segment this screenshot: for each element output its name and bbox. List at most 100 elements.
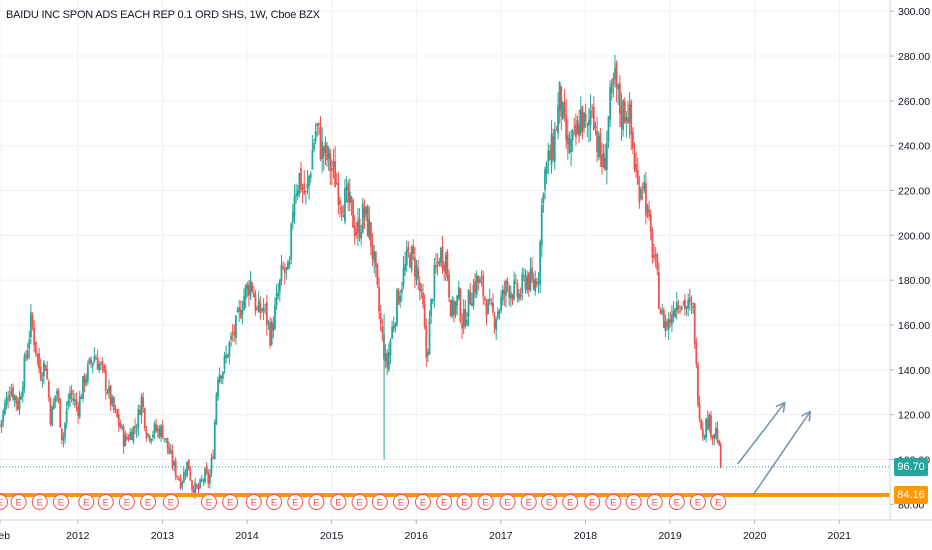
- candle-body: [602, 153, 605, 168]
- candle-body: [104, 369, 107, 391]
- candle-body: [220, 376, 223, 379]
- candle-body: [112, 396, 115, 411]
- candle-body: [374, 251, 377, 267]
- candle-body: [304, 191, 307, 193]
- earnings-marker: [266, 494, 283, 510]
- candle-body: [609, 87, 612, 120]
- candle-body: [690, 303, 693, 305]
- candle-body: [317, 122, 320, 125]
- candle-body: [529, 269, 532, 291]
- candle-body: [415, 265, 418, 281]
- earnings-marker: [0, 494, 8, 510]
- candle-body: [282, 267, 284, 269]
- candle-body: [500, 297, 502, 311]
- candle-body: [126, 436, 128, 439]
- candle-body: [430, 298, 433, 317]
- candle-body: [261, 309, 263, 311]
- candle-body: [713, 434, 716, 439]
- candle-body: [462, 309, 465, 327]
- candle-body: [176, 476, 179, 478]
- candle-body: [604, 157, 607, 171]
- x-axis[interactable]: Feb 2012 2013 2014 2015 2016 2017 2018 2019 2020 2…: [0, 519, 932, 542]
- candle-body: [492, 302, 494, 313]
- earnings-marker: [605, 494, 622, 510]
- candle-body: [537, 281, 540, 283]
- candle-body: [355, 232, 358, 236]
- candle-body: [688, 297, 691, 302]
- candle-body: [91, 362, 94, 367]
- candle-body: [479, 279, 481, 284]
- candle-body: [555, 129, 558, 131]
- candle-body: [327, 148, 330, 159]
- candle-body: [560, 86, 563, 117]
- earnings-marker-label: E: [168, 498, 174, 509]
- candle-body: [357, 220, 359, 234]
- candle-body: [241, 310, 244, 316]
- candle-body: [570, 139, 572, 153]
- candle-body: [662, 309, 665, 328]
- candle-body: [612, 78, 615, 84]
- candle-body: [335, 182, 338, 184]
- y-tick-label: 300.00: [898, 6, 930, 18]
- earnings-marker: [646, 494, 663, 510]
- candle-body: [599, 133, 602, 158]
- candle-body: [124, 434, 127, 447]
- candle-body: [137, 409, 140, 429]
- candle-body: [195, 484, 198, 488]
- earnings-marker: [541, 494, 558, 510]
- earnings-marker: [436, 494, 453, 510]
- candle-body: [119, 423, 122, 428]
- candle-body: [545, 163, 548, 174]
- candle-body: [116, 409, 119, 417]
- candle-body: [674, 309, 677, 318]
- candle-body: [99, 363, 102, 365]
- candle-body: [482, 275, 485, 297]
- candle-body: [576, 120, 579, 135]
- earnings-markers: EEEEEEEEEEEEEEEEEEEEEEEEEEEEEEEEEE: [0, 494, 727, 510]
- earnings-marker-label: E: [271, 498, 277, 509]
- candle-body: [552, 136, 555, 160]
- candle-body: [714, 427, 717, 437]
- candle-body: [3, 403, 6, 414]
- candle-body: [20, 396, 23, 400]
- candle-body: [630, 101, 633, 135]
- candle-body: [641, 186, 644, 188]
- candle-body: [413, 256, 416, 277]
- candle-body: [43, 362, 45, 377]
- candle-body: [143, 408, 146, 429]
- trend-arrows[interactable]: [737, 403, 810, 496]
- earnings-marker-label: E: [461, 498, 467, 509]
- candle-body: [636, 170, 639, 185]
- candle-body: [309, 173, 312, 178]
- candle-body: [584, 114, 587, 122]
- candle-body: [441, 247, 444, 269]
- candle-body: [550, 133, 553, 166]
- x-tick-label: 2013: [151, 530, 175, 542]
- candle-body: [423, 303, 426, 327]
- candle-body: [181, 482, 184, 487]
- candle-body: [508, 286, 511, 299]
- candle-body: [563, 102, 566, 116]
- candle-body: [191, 480, 193, 490]
- candle-body: [41, 378, 44, 382]
- candle-body: [426, 352, 429, 356]
- candle-body: [700, 419, 703, 429]
- candle-body: [535, 281, 538, 285]
- candle-body: [671, 314, 673, 325]
- earnings-marker: [10, 494, 27, 510]
- candle-body: [557, 105, 559, 134]
- candle-body: [716, 428, 719, 443]
- candle-body: [339, 200, 341, 205]
- candle-body: [230, 335, 232, 340]
- candle-body: [90, 359, 93, 364]
- candle-body: [433, 265, 436, 299]
- candle-body: [483, 297, 486, 301]
- candle-body: [10, 390, 13, 395]
- candle-body: [614, 67, 616, 80]
- candle-body: [259, 302, 262, 313]
- candle-body: [617, 85, 620, 90]
- candle-body: [376, 264, 379, 285]
- earnings-marker: [222, 494, 239, 510]
